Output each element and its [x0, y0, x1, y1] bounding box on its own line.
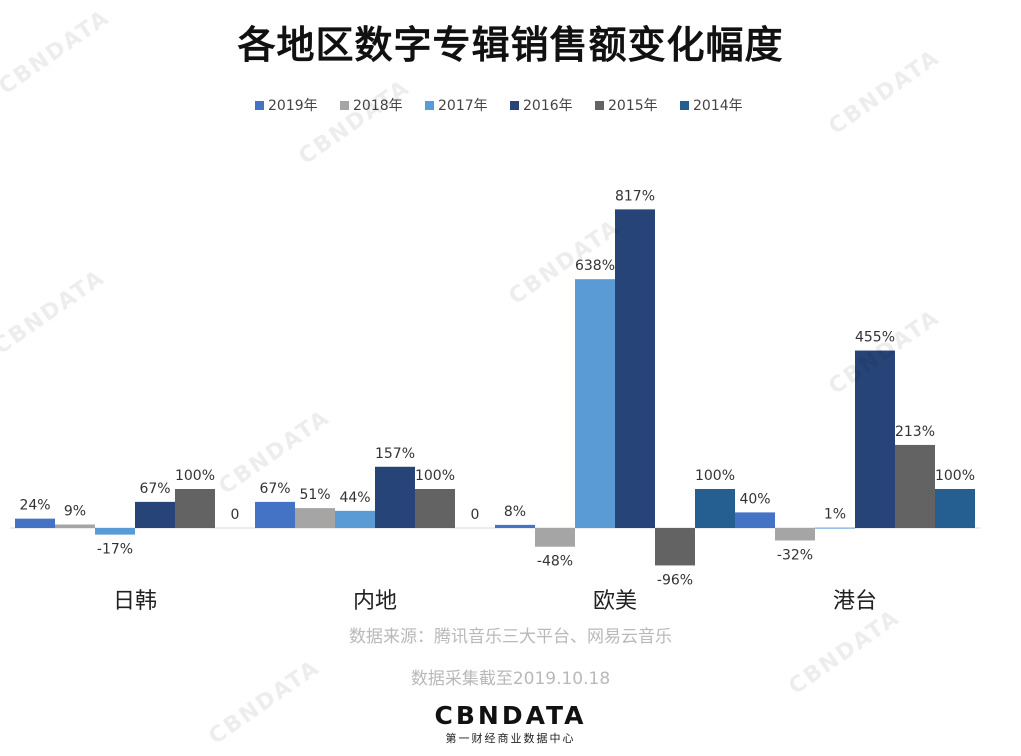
legend: 2019年 2018年 2017年 2016年 2015年 2014年	[255, 98, 743, 114]
data-label: 638%	[575, 258, 615, 274]
data-label: -96%	[657, 572, 693, 588]
bar	[55, 524, 95, 528]
bar	[775, 528, 815, 541]
bar	[815, 527, 855, 529]
bar	[695, 489, 735, 528]
legend-item-label: 2015年	[608, 98, 658, 114]
bar	[575, 279, 615, 528]
legend-item-label: 2014年	[693, 98, 743, 114]
data-label: 817%	[615, 188, 655, 204]
data-label: 455%	[855, 330, 895, 346]
bar	[135, 501, 175, 528]
data-label: 67%	[259, 481, 290, 497]
bar	[535, 528, 575, 547]
data-label: 24%	[19, 498, 50, 514]
bar	[855, 350, 895, 528]
value-labels-group: 24% 9%-17%67%100%067% 51% 44%157%100%0 8%-48…	[19, 188, 975, 588]
data-label: 51%	[299, 487, 330, 503]
data-label: -48%	[537, 554, 573, 570]
category-labels-group: 日韩 内地 欧美 港台	[113, 589, 877, 614]
data-label: 67%	[139, 481, 170, 497]
category-label: 内地	[353, 589, 397, 614]
bar	[95, 528, 135, 535]
bar	[375, 466, 415, 528]
legend-item-label: 2019年	[268, 98, 318, 114]
data-source-note: 数据来源：腾讯音乐三大平台、网易云音乐	[349, 627, 672, 647]
bar	[495, 524, 535, 528]
data-label: 40%	[739, 491, 770, 507]
brand-name: CBNDATA	[434, 701, 587, 730]
bar	[335, 510, 375, 528]
legend-swatch	[340, 101, 349, 110]
chart-title: 各地区数字专辑销售额变化幅度	[237, 23, 784, 67]
legend-item-label: 2017年	[438, 98, 488, 114]
data-label: -32%	[777, 547, 813, 563]
legend-item-label: 2018年	[353, 98, 403, 114]
data-label: 1%	[824, 507, 846, 523]
bar	[895, 444, 935, 528]
brand-logo: CBNDATA 第一财经商业数据中心	[0, 702, 1021, 746]
category-label: 港台	[833, 589, 877, 614]
legend-swatch	[680, 101, 689, 110]
legend-swatch	[425, 101, 434, 110]
bar	[175, 489, 215, 528]
data-label: 0	[231, 507, 240, 523]
data-label: 9%	[64, 503, 86, 519]
brand-subtitle: 第一财经商业数据中心	[445, 732, 576, 745]
data-label: 0	[471, 507, 480, 523]
legend-swatch	[595, 101, 604, 110]
data-label: -17%	[97, 542, 133, 558]
data-collection-note: 数据采集截至2019.10.18	[410, 669, 611, 689]
category-label: 欧美	[593, 589, 637, 614]
bar	[935, 489, 975, 528]
data-label: 100%	[695, 468, 735, 484]
data-label: 44%	[339, 490, 370, 506]
bar	[415, 489, 455, 528]
category-label: 日韩	[113, 589, 157, 614]
legend-item-label: 2016年	[523, 98, 573, 114]
data-label: 100%	[175, 468, 215, 484]
bar	[255, 501, 295, 528]
data-label: 8%	[504, 504, 526, 520]
legend-swatch	[255, 101, 264, 110]
data-label: 157%	[375, 446, 415, 462]
data-label: 100%	[415, 468, 455, 484]
bar	[735, 512, 775, 528]
bars-group	[15, 209, 975, 566]
legend-swatch	[510, 101, 519, 110]
bar	[655, 528, 695, 566]
bar-chart: 2019年 2018年 2017年 2016年 2015年 2014年 24% 9% -17%…	[10, 98, 980, 614]
data-label: 100%	[935, 468, 975, 484]
data-label: 213%	[895, 424, 935, 440]
bar	[615, 209, 655, 528]
bar	[295, 508, 335, 528]
bar	[15, 518, 55, 528]
